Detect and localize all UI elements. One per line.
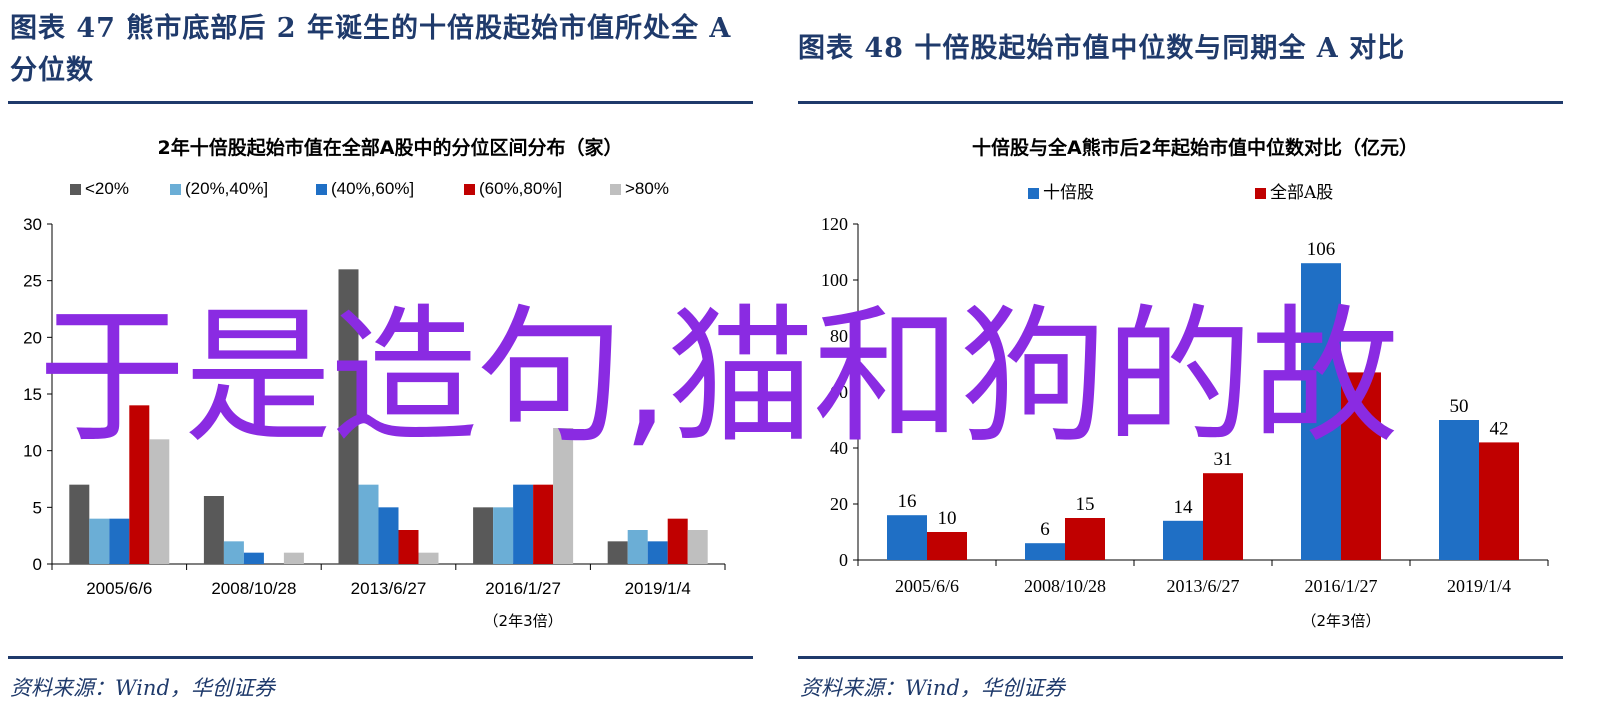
x-tick-label: 2019/1/4 bbox=[1447, 576, 1511, 596]
y-tick-label: 15 bbox=[23, 385, 42, 404]
y-tick-label: 30 bbox=[23, 215, 42, 234]
right-panel: 图表 48 十倍股起始市值中位数与同期全 A 对比 十倍股与全A熊市后2年起始市… bbox=[790, 0, 1598, 726]
bar bbox=[667, 518, 688, 564]
right-top-rule bbox=[798, 101, 1563, 104]
y-tick-label: 80 bbox=[830, 326, 848, 346]
bar bbox=[283, 552, 304, 564]
data-label: 10 bbox=[938, 508, 957, 529]
left-panel: 图表 47 熊市底部后 2 年诞生的十倍股起始市值所处全 A 分位数 2年十倍股… bbox=[0, 0, 770, 726]
bar bbox=[1025, 543, 1065, 560]
overlay-text: 于是造句,猫和狗的故 bbox=[38, 291, 1399, 463]
data-label: 14 bbox=[1174, 497, 1194, 518]
x-axis-note: （2年3倍） bbox=[1301, 612, 1380, 630]
bar bbox=[493, 507, 514, 564]
legend-swatch bbox=[464, 184, 475, 195]
data-label: 6 bbox=[1040, 519, 1050, 540]
y-tick-label: 60 bbox=[830, 382, 848, 402]
bar bbox=[418, 552, 439, 564]
bar bbox=[1065, 518, 1105, 560]
y-tick-label: 25 bbox=[23, 272, 42, 291]
chart-title: 十倍股与全A熊市后2年起始市值中位数对比（亿元） bbox=[972, 136, 1418, 159]
legend-label: 全部A股 bbox=[1270, 183, 1333, 203]
legend-label: >80% bbox=[625, 179, 669, 198]
x-tick-label: 2013/6/27 bbox=[1166, 576, 1239, 596]
x-tick-label: 2005/6/6 bbox=[895, 576, 959, 596]
y-tick-label: 0 bbox=[839, 550, 848, 570]
x-axis-note: （2年3倍） bbox=[484, 612, 563, 630]
x-tick-label: 2008/10/28 bbox=[211, 579, 296, 598]
bar bbox=[687, 530, 708, 564]
y-tick-label: 20 bbox=[23, 328, 42, 347]
x-tick-label: 2016/1/27 bbox=[485, 579, 561, 598]
left-bottom-rule bbox=[8, 656, 753, 659]
bar bbox=[1439, 420, 1479, 560]
x-tick-label: 2016/1/27 bbox=[1304, 576, 1377, 596]
bar bbox=[533, 484, 554, 564]
y-tick-label: 10 bbox=[23, 442, 42, 461]
left-figure-title: 图表 47 熊市底部后 2 年诞生的十倍股起始市值所处全 A 分位数 bbox=[10, 13, 732, 86]
bar bbox=[927, 532, 967, 560]
bar bbox=[358, 484, 379, 564]
left-source: 资料来源：Wind，华创证券 bbox=[10, 676, 275, 700]
bar bbox=[647, 541, 668, 564]
right-figure-title: 图表 48 十倍股起始市值中位数与同期全 A 对比 bbox=[798, 33, 1406, 64]
bar bbox=[203, 496, 224, 564]
bar bbox=[89, 518, 110, 564]
bar bbox=[338, 269, 359, 564]
legend-swatch bbox=[610, 184, 621, 195]
legend-swatch bbox=[316, 184, 327, 195]
legend-label: (40%,60%] bbox=[331, 179, 414, 198]
legend-label: <20% bbox=[85, 179, 129, 198]
bar bbox=[398, 530, 419, 564]
y-tick-label: 5 bbox=[33, 498, 42, 517]
data-label: 106 bbox=[1307, 239, 1336, 260]
bar bbox=[513, 484, 534, 564]
y-tick-label: 40 bbox=[830, 438, 848, 458]
right-bottom-rule bbox=[798, 656, 1563, 659]
chart-title: 2年十倍股起始市值在全部A股中的分位区间分布（家） bbox=[158, 136, 623, 159]
data-label: 15 bbox=[1076, 494, 1095, 515]
bar bbox=[1301, 263, 1341, 560]
y-tick-label: 20 bbox=[830, 494, 848, 514]
legend-label: (60%,80%] bbox=[479, 179, 562, 198]
bar bbox=[553, 428, 574, 564]
data-label: 50 bbox=[1450, 396, 1469, 417]
data-label: 42 bbox=[1490, 418, 1509, 439]
bar bbox=[607, 541, 628, 564]
x-tick-label: 2013/6/27 bbox=[351, 579, 427, 598]
legend-swatch bbox=[1255, 188, 1266, 199]
right-chart: 十倍股与全A熊市后2年起始市值中位数对比（亿元） 十倍股 全部A股 0 20 40 60 80… bbox=[821, 136, 1549, 630]
bar bbox=[149, 439, 170, 564]
data-label: 16 bbox=[898, 491, 917, 512]
legend-swatch bbox=[70, 184, 81, 195]
y-tick-label: 120 bbox=[821, 214, 848, 234]
legend-swatch bbox=[170, 184, 181, 195]
bar bbox=[887, 515, 927, 560]
bar bbox=[69, 484, 90, 564]
bar bbox=[1479, 442, 1519, 560]
bar bbox=[243, 552, 264, 564]
bar bbox=[1341, 372, 1381, 560]
bar bbox=[473, 507, 494, 564]
left-top-rule bbox=[8, 101, 753, 104]
y-tick-label: 0 bbox=[33, 555, 42, 574]
bar bbox=[223, 541, 244, 564]
left-chart: 2年十倍股起始市值在全部A股中的分位区间分布（家） <20% (20%,40%] (4… bbox=[23, 136, 726, 630]
bar bbox=[1203, 473, 1243, 560]
bar bbox=[129, 405, 150, 564]
bar bbox=[109, 518, 130, 564]
legend-label: 十倍股 bbox=[1043, 183, 1094, 203]
bar bbox=[378, 507, 399, 564]
x-tick-label: 2005/6/6 bbox=[86, 579, 152, 598]
data-label: 31 bbox=[1214, 449, 1233, 470]
right-source: 资料来源：Wind，华创证券 bbox=[800, 676, 1065, 700]
legend-swatch bbox=[1028, 188, 1039, 199]
bar bbox=[627, 530, 648, 564]
bar bbox=[1163, 520, 1203, 560]
legend-label: (20%,40%] bbox=[185, 179, 268, 198]
y-tick-label: 100 bbox=[821, 270, 848, 290]
x-tick-label: 2019/1/4 bbox=[625, 579, 691, 598]
x-tick-label: 2008/10/28 bbox=[1024, 576, 1106, 596]
